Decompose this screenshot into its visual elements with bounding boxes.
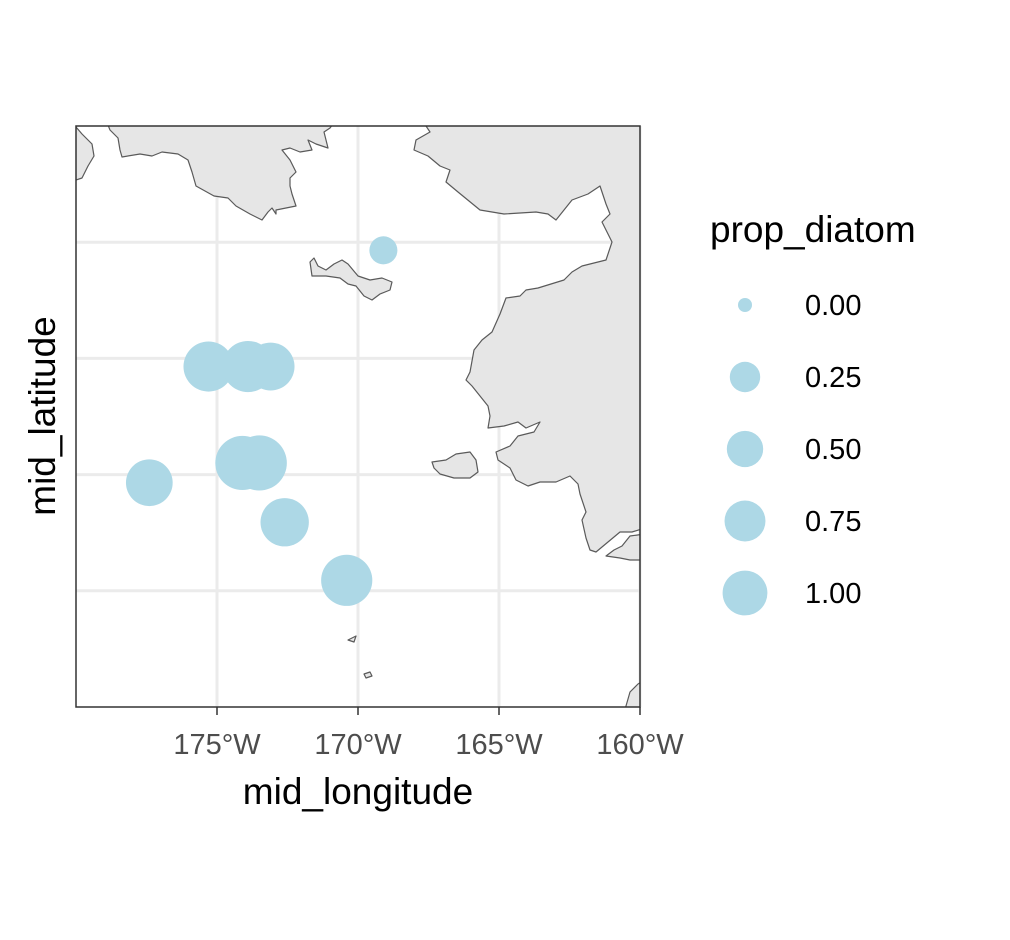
legend-label-4: 1.00 bbox=[805, 578, 861, 610]
landmass-corner bbox=[625, 682, 640, 707]
islet-2 bbox=[363, 671, 373, 679]
data-point-0 bbox=[369, 236, 398, 265]
data-point-5 bbox=[231, 435, 287, 491]
x-axis: 175°W 170°W 165°W 160°W bbox=[173, 707, 684, 761]
legend-label-1: 0.25 bbox=[805, 362, 861, 394]
island-south bbox=[431, 451, 479, 479]
legend-key-3 bbox=[724, 500, 766, 542]
legend-key-2 bbox=[726, 430, 764, 468]
landmass-north bbox=[107, 126, 333, 221]
landmass-northwest bbox=[76, 126, 95, 181]
x-tick-label-2: 165°W bbox=[455, 729, 543, 761]
data-points bbox=[125, 236, 398, 606]
legend-key-4 bbox=[722, 570, 768, 616]
data-point-7 bbox=[260, 498, 309, 547]
legend-key-0 bbox=[738, 298, 752, 312]
legend-label-0: 0.00 bbox=[805, 290, 861, 322]
x-tick-label-0: 175°W bbox=[173, 729, 261, 761]
x-axis-title: mid_longitude bbox=[243, 771, 473, 812]
data-point-6 bbox=[125, 459, 173, 507]
legend-label-3: 0.75 bbox=[805, 506, 861, 538]
data-point-3 bbox=[246, 342, 295, 391]
land-layer bbox=[76, 126, 640, 707]
landmass-east bbox=[413, 126, 640, 553]
legend-label-2: 0.50 bbox=[805, 434, 861, 466]
legend: prop_diatom 0.00 0.25 0.50 0.75 1.00 bbox=[710, 209, 916, 616]
islet-1 bbox=[347, 635, 357, 643]
legend-title: prop_diatom bbox=[710, 209, 916, 250]
y-axis-title: mid_latitude bbox=[22, 316, 63, 516]
x-tick-label-3: 160°W bbox=[596, 729, 684, 761]
island-central bbox=[309, 257, 393, 301]
data-point-1 bbox=[183, 341, 234, 392]
legend-key-1 bbox=[729, 361, 761, 393]
data-point-8 bbox=[321, 554, 373, 606]
landmass-southeast bbox=[605, 534, 640, 561]
x-tick-label-1: 170°W bbox=[314, 729, 402, 761]
